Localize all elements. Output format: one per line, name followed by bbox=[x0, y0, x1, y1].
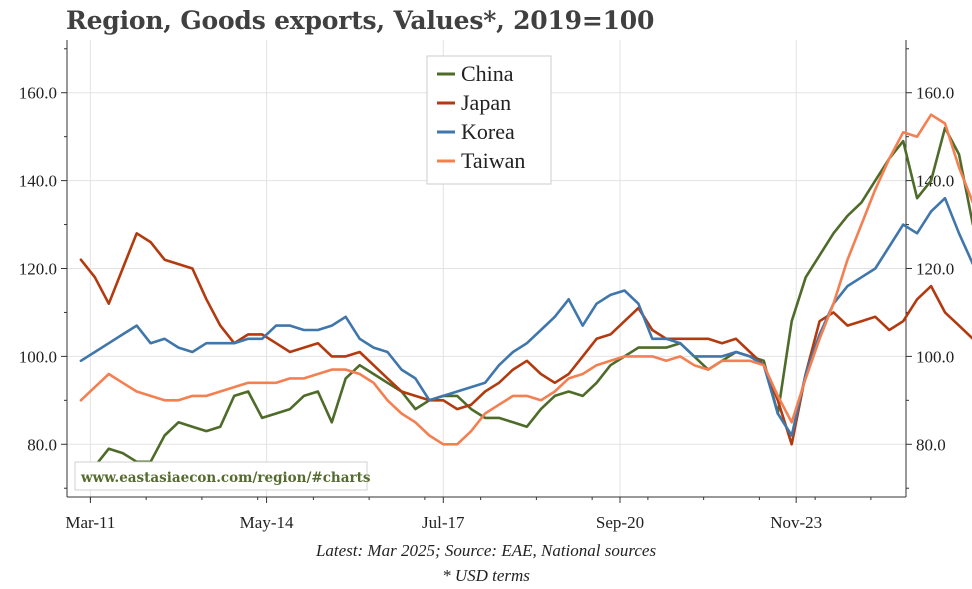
x-tick-label: Sep-20 bbox=[596, 513, 644, 532]
y-tick-label-left: 100.0 bbox=[19, 347, 57, 366]
legend-label-taiwan: Taiwan bbox=[461, 148, 525, 173]
legend-box bbox=[426, 55, 552, 185]
x-tick-label: Mar-11 bbox=[65, 513, 115, 532]
legend-label-japan: Japan bbox=[461, 90, 511, 115]
watermark[interactable]: www.eastasiaecon.com/region/#charts bbox=[80, 470, 371, 486]
y-tick-label-left: 140.0 bbox=[19, 172, 57, 191]
y-tick-label-right: 80.0 bbox=[916, 435, 946, 454]
y-tick-label-right: 160.0 bbox=[916, 84, 954, 103]
series-line-taiwan bbox=[79, 113, 972, 446]
series-line-japan bbox=[79, 232, 972, 446]
y-tick-label-right: 140.0 bbox=[916, 172, 954, 191]
y-tick-label-right: 100.0 bbox=[916, 347, 954, 366]
series-line-korea bbox=[79, 196, 972, 437]
x-tick-label: Nov-23 bbox=[770, 513, 822, 532]
x-tick-label: May-14 bbox=[240, 513, 294, 532]
series-line-china bbox=[79, 126, 972, 477]
y-tick-label-right: 120.0 bbox=[916, 260, 954, 279]
legend: China Japan Korea Taiwan bbox=[426, 55, 552, 185]
y-tick-label-left: 120.0 bbox=[19, 260, 57, 279]
legend-label-korea: Korea bbox=[461, 119, 515, 144]
y-tick-label-left: 80.0 bbox=[27, 435, 57, 454]
axes: 80.0 80.0 100.0 100.0 120.0 120.0 140.0 140.0 16… bbox=[19, 40, 954, 532]
x-tick-label: Jul-17 bbox=[422, 513, 465, 532]
legend-label-china: China bbox=[461, 61, 514, 86]
watermark-box: www.eastasiaecon.com/region/#charts bbox=[74, 461, 371, 491]
series-lines bbox=[79, 113, 972, 477]
source-note: Latest: Mar 2025; Source: EAE, National … bbox=[315, 541, 657, 560]
chart-title: Region, Goods exports, Values*, 2019=100 bbox=[66, 6, 655, 35]
y-tick-label-left: 160.0 bbox=[19, 84, 57, 103]
footnote: * USD terms bbox=[442, 566, 530, 585]
